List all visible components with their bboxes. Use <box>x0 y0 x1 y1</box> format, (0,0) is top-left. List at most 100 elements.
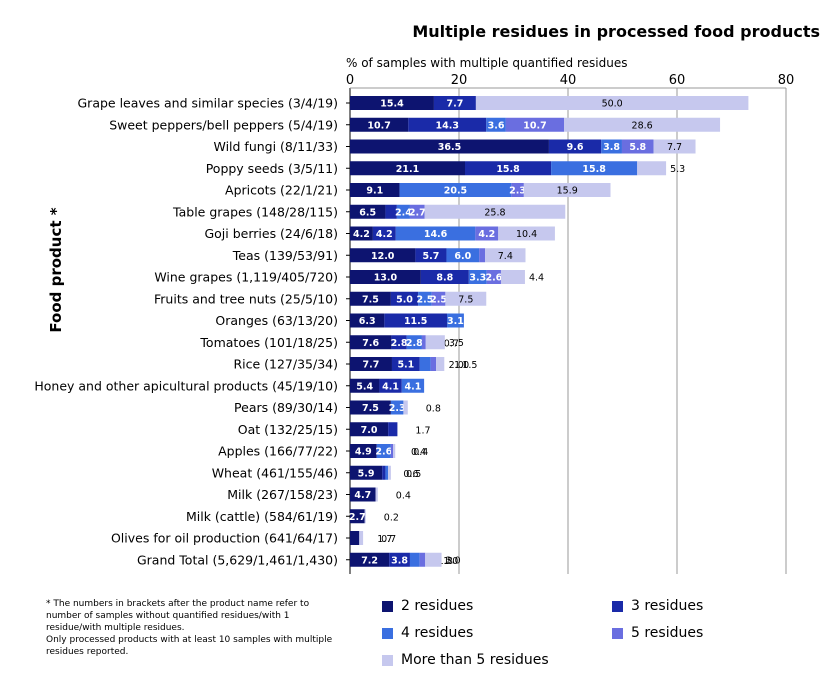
data-label: 4.2 <box>376 229 393 240</box>
bar-segment <box>389 552 410 567</box>
bar-segment <box>486 270 501 284</box>
y-category-label: Tomatoes (101/18/25) <box>199 335 338 350</box>
data-label: 3.1 <box>447 316 464 327</box>
bar-segment <box>379 378 402 393</box>
data-label: 2.7 <box>349 512 366 523</box>
bar-segment <box>475 96 749 110</box>
legend-swatch-3-residues <box>612 600 623 612</box>
bar-segment <box>548 139 602 154</box>
y-category-label: Fruits and tree nuts (25/5/10) <box>154 291 338 306</box>
y-category-label: Wheat (461/155/46) <box>212 465 338 480</box>
y-category-label: Grape leaves and similar species (3/4/19… <box>78 96 339 111</box>
data-label: 2.0 <box>449 360 464 371</box>
bar-segment <box>500 270 525 284</box>
bar-segment <box>564 117 721 132</box>
data-label: 3.3 <box>469 273 486 284</box>
data-label: 5.4 <box>356 381 373 392</box>
bar-segment <box>385 204 397 219</box>
bar-segment <box>464 161 552 176</box>
y-axis-label: Food product * <box>47 207 65 332</box>
bar-segment <box>431 291 446 306</box>
data-label: 7.0 <box>361 425 378 436</box>
bar-segment <box>418 291 432 306</box>
data-label: 0.8 <box>426 404 441 415</box>
bar-segment <box>350 291 391 306</box>
bar-segment <box>409 552 420 567</box>
bar-segment <box>350 248 416 263</box>
data-label: 7.5 <box>458 294 473 305</box>
data-label: 0.2 <box>384 512 399 523</box>
y-category-label: Honey and other apicultural products (45… <box>34 378 338 393</box>
bar-segment <box>433 96 476 110</box>
bar-segment <box>350 139 549 154</box>
data-label: 2.8 <box>406 338 423 349</box>
data-label: 28.6 <box>632 120 653 131</box>
y-category-label: Teas (139/53/91) <box>232 248 338 263</box>
data-label: 2.6 <box>485 273 502 284</box>
data-label: 2.5 <box>430 294 447 305</box>
bar-segment <box>409 204 425 219</box>
data-label: 9.1 <box>366 186 383 197</box>
bar-segment <box>551 161 638 176</box>
bar-segment <box>388 422 398 437</box>
data-label: 10.4 <box>516 229 537 240</box>
data-label: 15.4 <box>380 99 404 110</box>
data-label: 15.8 <box>496 164 520 175</box>
x-tick-label: 60 <box>669 73 686 88</box>
data-label: 4.2 <box>353 229 370 240</box>
data-label: 2.7 <box>409 207 426 218</box>
y-category-label: Olives for oil production (641/64/17) <box>111 531 338 546</box>
y-category-label: Apples (166/77/22) <box>218 444 338 459</box>
data-label: 1.5 <box>462 360 477 371</box>
chart-title: Multiple residues in processed food prod… <box>412 22 820 41</box>
bar-segment <box>364 509 366 524</box>
data-label: 2.8 <box>391 338 408 349</box>
bar-segment <box>621 139 654 154</box>
data-label: 1.0 <box>443 556 458 567</box>
bar-segment <box>445 291 487 306</box>
bar-segment <box>395 226 476 241</box>
legend-label: More than 5 residues <box>401 652 549 668</box>
bar-segment <box>511 183 524 197</box>
bar-segment <box>653 139 696 154</box>
data-label: 4.2 <box>478 229 495 240</box>
bar-segment <box>350 509 365 524</box>
data-label: 7.7 <box>446 99 463 110</box>
bar-segment <box>406 335 422 350</box>
data-label: 2.3 <box>389 403 406 414</box>
data-label: 2.4 <box>395 207 412 218</box>
bar-segment <box>601 139 622 154</box>
bar-segment <box>375 487 378 502</box>
bar-segment <box>350 117 409 132</box>
data-label: 3.5 <box>449 338 464 349</box>
bar-segment <box>350 487 376 502</box>
x-tick-label: 80 <box>778 73 795 88</box>
bar-segment <box>479 248 486 263</box>
footnote-line-2: Only processed products with at least 10… <box>46 635 333 657</box>
y-category-label: Sweet peppers/bell peppers (5/4/19) <box>109 117 338 132</box>
bar-segment <box>421 335 426 350</box>
data-label: 7.7 <box>363 360 380 371</box>
legend-label: 4 residues <box>401 625 474 641</box>
bar-segment <box>485 248 526 263</box>
bar-segment <box>350 204 386 219</box>
legend-swatch-2-residues <box>382 600 393 612</box>
bar-segment <box>350 378 380 393</box>
bar-segment <box>393 444 396 458</box>
bar-segment <box>388 465 391 480</box>
bar-segment <box>350 465 383 480</box>
bar-segment <box>350 313 385 328</box>
bar-segment <box>523 183 611 197</box>
y-category-label: Goji berries (24/6/18) <box>204 226 338 241</box>
bar-segment <box>350 552 390 567</box>
data-label: 1.7 <box>415 425 430 436</box>
y-category-label: Wine grapes (1,119/405/720) <box>154 270 338 285</box>
bar-segment <box>376 444 391 458</box>
data-label: 3.0 <box>446 555 461 566</box>
legend-label: 3 residues <box>631 598 704 614</box>
data-label: 0.4 <box>413 447 428 458</box>
legend-label: 2 residues <box>401 598 474 614</box>
data-label: 0.6 <box>403 469 418 480</box>
bar-segment <box>486 117 506 132</box>
data-label: 5.3 <box>670 164 685 175</box>
